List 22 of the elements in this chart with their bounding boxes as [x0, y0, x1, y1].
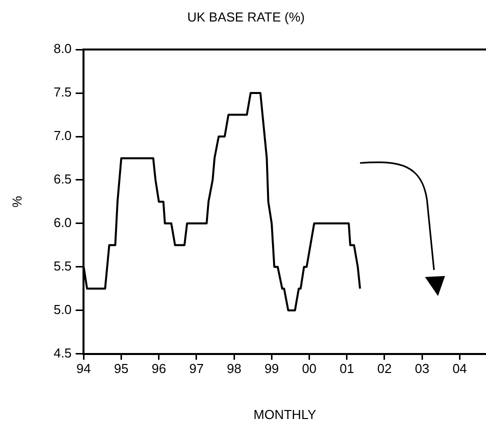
y-tick-label: 6.0	[54, 215, 72, 230]
y-tick-label: 8.0	[54, 41, 72, 56]
y-tick-label: 5.5	[54, 258, 72, 274]
x-tick-label: 99	[264, 361, 279, 376]
x-tick-label: 01	[340, 361, 354, 376]
y-tick-label: 7.0	[54, 128, 72, 144]
y-tick-label: 7.5	[54, 84, 72, 100]
y-tick-label: 6.5	[54, 172, 72, 187]
x-tick-label: 94	[76, 361, 91, 376]
x-tick-label: 98	[226, 361, 242, 376]
y-tick-label: 5.0	[54, 302, 72, 317]
chart-title: UK BASE RATE (%)	[187, 9, 305, 24]
x-tick-label: 03	[414, 361, 430, 376]
y-tick-label: 4.5	[54, 345, 72, 360]
x-tick-label: 96	[152, 361, 166, 376]
x-tick-label: 95	[114, 361, 129, 376]
x-tick-label: 04	[452, 361, 467, 376]
y-axis-title: %	[9, 195, 24, 208]
x-tick-label: 97	[189, 361, 204, 376]
x-tick-label: 02	[377, 361, 392, 376]
x-axis-title: MONTHLY	[254, 406, 316, 422]
x-tick-label: 00	[302, 361, 317, 376]
